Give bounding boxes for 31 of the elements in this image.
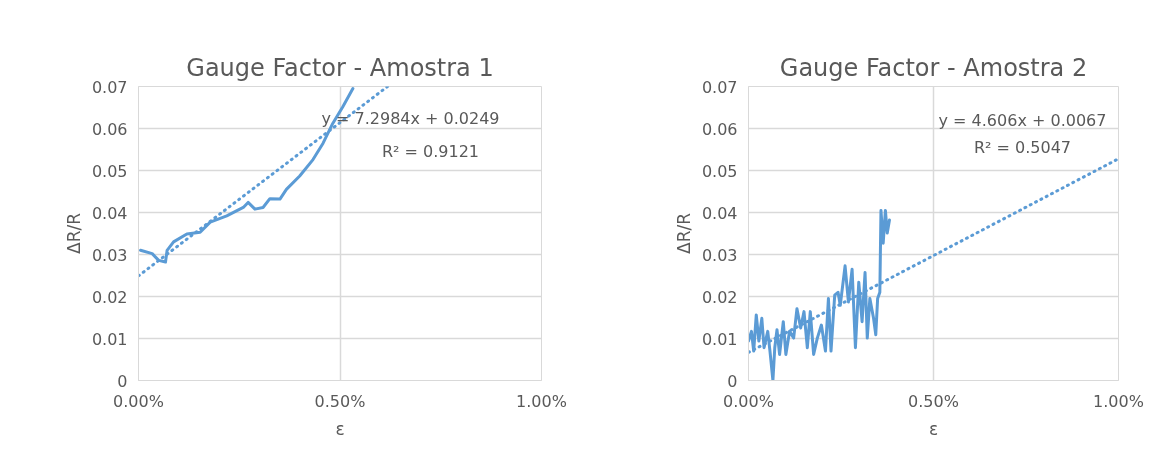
y-tick-label: 0.04 xyxy=(701,203,738,223)
y-tick-label: 0.03 xyxy=(701,245,738,265)
x-tick-label: 1.00% xyxy=(516,391,567,411)
y-tick-label: 0.01 xyxy=(701,329,738,349)
y-tick-label: 0.07 xyxy=(91,77,128,97)
x-axis-title: ε xyxy=(928,418,939,439)
y-tick-label: 0.05 xyxy=(91,161,128,181)
y-axis-title: ΔR/R xyxy=(673,212,694,254)
y-tick-label: 0.05 xyxy=(701,161,738,181)
y-tick-label: 0.07 xyxy=(701,77,738,97)
chart-title: Gauge Factor - Amostra 1 xyxy=(186,53,494,82)
x-tick-label: 0.50% xyxy=(908,391,959,411)
y-axis-title: ΔR/R xyxy=(63,212,84,254)
y-tick-label: 0.01 xyxy=(91,329,128,349)
y-tick-label: 0.03 xyxy=(91,245,128,265)
x-tick-label: 1.00% xyxy=(1093,391,1144,411)
x-axis-title: ε xyxy=(335,418,345,439)
y-tick-label: 0.02 xyxy=(91,287,128,307)
y-tick-label: 0.06 xyxy=(91,119,128,139)
annotation: R² = 0.9121 xyxy=(381,142,480,161)
annotation: y = 4.606x + 0.0067 xyxy=(938,111,1107,130)
chart-title: Gauge Factor - Amostra 2 xyxy=(779,53,1088,82)
x-tick-label: 0.00% xyxy=(113,391,164,411)
x-tick-label: 0.00% xyxy=(723,391,774,411)
y-tick-label: 0 xyxy=(727,371,738,391)
y-tick-label: 0 xyxy=(117,371,128,391)
annotation: R² = 0.5047 xyxy=(973,138,1072,157)
y-tick-label: 0.04 xyxy=(91,203,128,223)
x-tick-label: 0.50% xyxy=(314,391,366,411)
y-tick-label: 0.06 xyxy=(701,119,738,139)
y-tick-label: 0.02 xyxy=(701,287,738,307)
